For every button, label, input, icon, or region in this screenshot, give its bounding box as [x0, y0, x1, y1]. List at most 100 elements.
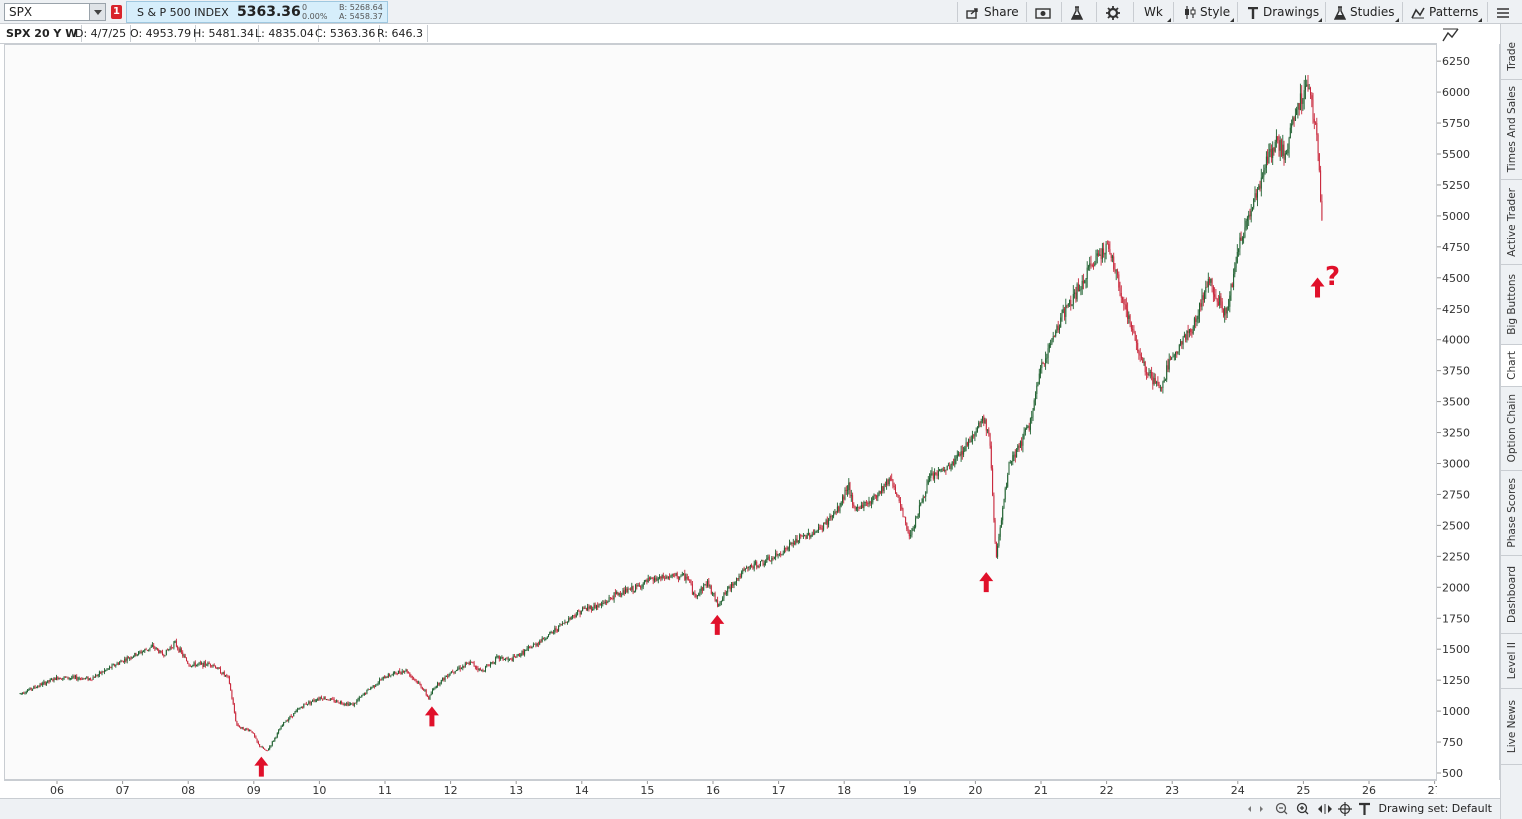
candle	[1317, 133, 1319, 162]
candle	[317, 697, 319, 701]
side-tab-option-chain[interactable]: Option Chain	[1501, 387, 1522, 471]
candle-body	[1311, 95, 1313, 100]
candle-body	[502, 657, 504, 660]
question-mark-annotation: ?	[1325, 262, 1340, 292]
link-group-badge[interactable]: 1	[111, 5, 122, 19]
side-tab-trade[interactable]: Trade	[1501, 34, 1522, 80]
candle-body	[696, 595, 698, 597]
candle-body	[734, 582, 736, 584]
candle-body	[51, 679, 52, 681]
candle-body	[949, 465, 951, 469]
candle	[104, 668, 105, 675]
candle	[869, 500, 871, 506]
flask-button[interactable]	[1071, 3, 1087, 21]
candle	[1267, 149, 1269, 166]
candle-body	[450, 671, 452, 674]
candle	[704, 584, 706, 586]
candle	[1028, 422, 1030, 432]
candle	[662, 572, 664, 579]
side-tab-big-buttons[interactable]: Big Buttons	[1501, 265, 1522, 345]
side-tab-chart[interactable]: Chart	[1501, 345, 1522, 387]
candle	[1210, 278, 1212, 287]
candle-body	[1239, 237, 1241, 249]
candle	[159, 650, 161, 654]
navigation-icons[interactable]	[1248, 802, 1373, 816]
candle-body	[193, 662, 195, 665]
candle-body	[659, 576, 661, 579]
side-tab-live-news[interactable]: Live News	[1501, 689, 1522, 765]
candle	[186, 657, 187, 662]
candle-body	[275, 736, 277, 738]
price-chart[interactable]: ?	[4, 44, 1437, 780]
style-button[interactable]: Style	[1184, 3, 1230, 21]
candle-body	[1090, 263, 1092, 265]
side-tab-times-and-sales[interactable]: Times And Sales	[1501, 80, 1522, 180]
price-axis[interactable]: 500 750 1000 1250 1500 1750 2000 2250 2500 2750 30…	[1437, 44, 1500, 780]
candle	[213, 663, 215, 667]
candle-body	[685, 576, 687, 580]
candle	[1282, 134, 1284, 159]
candle-body	[141, 651, 143, 654]
candle-body	[35, 687, 37, 689]
candle	[739, 573, 741, 579]
side-tab-phase-scores[interactable]: Phase Scores	[1501, 471, 1522, 556]
candle	[44, 681, 46, 686]
candle-body	[329, 698, 331, 701]
candle	[1186, 330, 1188, 343]
candle-body	[346, 703, 348, 705]
patterns-button[interactable]: Patterns	[1411, 3, 1478, 21]
studies-button[interactable]: Studies	[1334, 3, 1395, 21]
up-arrow-annotation	[254, 756, 269, 777]
candle	[782, 550, 784, 556]
candle	[823, 522, 825, 532]
candle	[734, 581, 736, 586]
candle-body	[768, 556, 770, 561]
candle	[705, 581, 707, 589]
symbol-input[interactable]: SPX	[4, 3, 106, 21]
time-tick-label: 16	[706, 784, 720, 797]
candle	[582, 606, 584, 612]
candle-body	[1207, 278, 1209, 287]
candle	[622, 588, 624, 595]
candle-body	[198, 662, 200, 664]
candle	[514, 654, 515, 658]
candle	[459, 665, 461, 672]
candle	[1197, 309, 1199, 324]
candle	[545, 637, 547, 641]
symbol-dropdown-button[interactable]	[89, 4, 105, 20]
drawing-set-label[interactable]: Drawing set: Default	[1378, 802, 1492, 815]
candle	[752, 565, 754, 570]
candle-body	[660, 576, 662, 579]
candle-body	[1312, 99, 1314, 119]
drawings-button[interactable]: Drawings	[1247, 3, 1319, 21]
candle-body	[1022, 436, 1024, 446]
candle	[584, 605, 586, 609]
side-tab-dashboard[interactable]: Dashboard	[1501, 556, 1522, 634]
candle-body	[435, 686, 437, 688]
menu-button[interactable]	[1497, 3, 1513, 21]
candle	[607, 600, 609, 604]
time-axis[interactable]: 06 07 08 09 10 11 12 13 14 15 16 17 18 19 20 21 22 23 24 25…	[4, 780, 1442, 798]
candle	[1289, 123, 1291, 139]
candle-body	[1099, 254, 1101, 256]
candle-body	[720, 601, 722, 602]
side-tab-label: Level II	[1506, 642, 1518, 680]
side-tab-level-ii[interactable]: Level II	[1501, 634, 1522, 689]
aggregation-button[interactable]: Wk	[1144, 3, 1163, 21]
candle-body	[175, 641, 177, 647]
candle	[587, 603, 589, 612]
price-tick-label: 4250	[1442, 303, 1470, 316]
candle	[852, 492, 854, 509]
chart-mode-icon[interactable]	[1440, 26, 1462, 44]
candle	[1018, 443, 1020, 452]
candle-body	[174, 641, 176, 643]
side-tab-active-trader[interactable]: Active Trader	[1501, 180, 1522, 265]
candlestick-plot[interactable]: ?	[5, 45, 1436, 779]
share-button[interactable]: Share	[966, 3, 1019, 21]
settings-button[interactable]	[1106, 3, 1124, 21]
candle	[906, 522, 908, 532]
candle	[40, 682, 42, 686]
candle-body	[770, 560, 772, 562]
candle	[105, 669, 107, 672]
snapshot-button[interactable]	[1035, 3, 1055, 21]
